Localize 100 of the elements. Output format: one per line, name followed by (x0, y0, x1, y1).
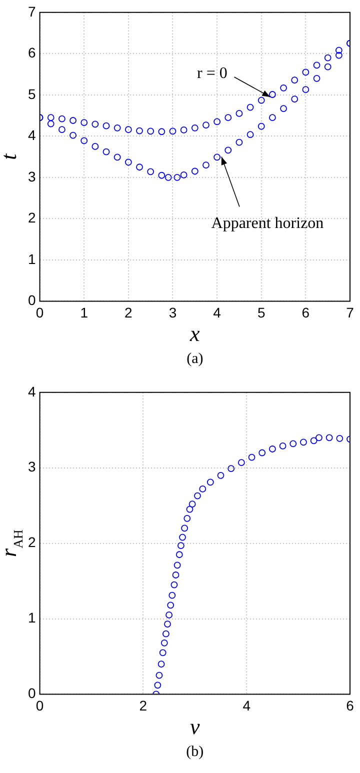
point (291, 76, 298, 84)
y-tick-label: 1 (28, 610, 36, 626)
x-axis-title: v (190, 714, 200, 740)
x-tick-label: 6 (302, 304, 310, 320)
point (214, 154, 220, 161)
point (268, 446, 276, 452)
point (313, 62, 320, 69)
point (194, 492, 201, 500)
point (268, 91, 276, 98)
y-tick-label: 4 (28, 383, 36, 400)
point (228, 465, 235, 472)
y-axis-title: rAH (0, 530, 26, 557)
point (290, 440, 297, 448)
annotation: r = 0 (197, 64, 228, 82)
point (202, 122, 210, 128)
point (291, 96, 298, 102)
point (124, 158, 132, 166)
point (102, 148, 110, 156)
point (324, 54, 332, 62)
point (158, 172, 166, 179)
point (58, 115, 66, 122)
x-tick-label: 3 (168, 304, 177, 320)
point (158, 660, 165, 668)
y-tick-label: 0 (28, 685, 36, 702)
y-tick-label: 6 (28, 44, 36, 61)
point (162, 630, 170, 638)
y-tick-label: 3 (28, 458, 36, 475)
point (236, 110, 243, 117)
point (191, 124, 198, 132)
point (158, 128, 166, 136)
point (313, 74, 320, 82)
point (268, 114, 276, 122)
point (174, 562, 181, 569)
point (170, 581, 178, 588)
point (186, 506, 194, 513)
y-tick-label: 3 (28, 168, 36, 184)
y-tick-label: 2 (28, 534, 36, 550)
point (47, 114, 54, 122)
point (164, 174, 172, 181)
y-tick-label: 4 (28, 127, 36, 144)
point (188, 500, 196, 508)
point (258, 122, 265, 130)
point (258, 96, 265, 104)
point (80, 137, 88, 144)
x-tick-label: 2 (139, 697, 148, 714)
point (156, 672, 163, 679)
point (184, 514, 191, 522)
point (206, 478, 214, 486)
point (167, 602, 174, 609)
y-tick-label: 5 (28, 86, 36, 102)
point (302, 68, 310, 76)
point (191, 168, 198, 175)
point (326, 434, 333, 442)
y-tick-label: 7 (28, 3, 36, 20)
point (176, 551, 183, 558)
point (166, 612, 172, 618)
x-tick-label: 1 (80, 304, 88, 320)
point (324, 63, 332, 70)
text: (a) (186, 351, 204, 368)
point (177, 542, 184, 550)
point (136, 127, 143, 134)
point (248, 454, 256, 461)
y-axis-title: t (0, 152, 21, 160)
point (80, 119, 88, 126)
point (174, 174, 181, 181)
point (224, 114, 232, 122)
point (280, 84, 287, 92)
point (147, 168, 154, 176)
x-tick-label: 4 (213, 304, 222, 320)
annotation: Apparent horizon (211, 214, 324, 232)
point (280, 105, 287, 112)
point (58, 126, 66, 134)
point (47, 120, 54, 128)
point (335, 46, 342, 54)
point (169, 128, 176, 135)
x-tick-label: 2 (124, 304, 133, 320)
point (180, 172, 188, 178)
point (70, 132, 76, 139)
point (168, 592, 176, 599)
point (214, 118, 220, 126)
point (236, 138, 243, 146)
point (114, 124, 121, 132)
point (160, 639, 168, 646)
text: (b) (186, 744, 204, 760)
point (300, 438, 307, 446)
x-tick-label: 7 (346, 304, 354, 320)
point (246, 104, 254, 111)
x-tick-label: 5 (257, 304, 266, 320)
point (136, 164, 143, 171)
point (179, 534, 186, 541)
point (102, 122, 110, 130)
point (335, 52, 342, 59)
point (124, 126, 132, 134)
point (114, 154, 121, 161)
point (217, 472, 224, 479)
x-axis-title: x (189, 321, 200, 346)
point (181, 524, 188, 532)
point (70, 117, 76, 124)
point (316, 434, 322, 442)
point (258, 449, 266, 456)
